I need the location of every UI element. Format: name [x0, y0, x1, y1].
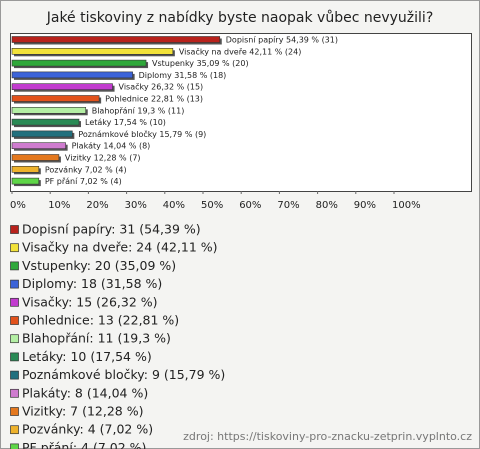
- x-tick-label: 80%: [316, 200, 338, 211]
- legend-label: PF přání: 4 (7,02 %): [22, 440, 146, 449]
- legend-label: Dopisní papíry: 31 (54,39 %): [22, 222, 201, 237]
- data-label: Pozvánky 7,02 % (4): [45, 165, 127, 174]
- bar: [11, 107, 87, 114]
- legend-label: Pohlednice: 13 (22,81 %): [22, 313, 179, 328]
- x-tick-label: 40%: [163, 200, 185, 211]
- x-tick-label: 100%: [392, 200, 421, 211]
- legend-swatch: [10, 297, 19, 307]
- bar: [11, 154, 60, 161]
- data-label: Plakáty 14,04 % (8): [72, 142, 151, 151]
- x-tick-label: 0%: [10, 200, 26, 211]
- data-label: Blahopřání 19,3 % (11): [92, 106, 185, 115]
- data-label: Letáky 17,54 % (10): [85, 118, 166, 127]
- data-label: Visačky 26,32 % (15): [119, 82, 204, 92]
- x-tick-label: 70%: [277, 200, 299, 211]
- x-tick-label: 20%: [86, 200, 108, 211]
- bar: [11, 71, 133, 79]
- legend-label: Pozvánky: 4 (7,02 %): [22, 422, 153, 437]
- x-tick-label: 30%: [125, 200, 147, 211]
- data-label: Vstupenky 35,09 % (20): [152, 59, 249, 68]
- legend-swatch: [10, 334, 19, 344]
- bar: [11, 142, 66, 149]
- legend-label: Blahopřání: 11 (19,3 %): [22, 331, 171, 346]
- data-label: Dopisní papíry 54,39 % (31): [226, 36, 338, 45]
- legend-swatch: [10, 370, 19, 380]
- legend-label: Diplomy: 18 (31,58 %): [22, 276, 162, 291]
- bar: [11, 36, 221, 43]
- bar: [11, 118, 80, 126]
- legend-label: Vizitky: 7 (12,28 %): [22, 404, 143, 419]
- legend-swatch: [10, 425, 19, 435]
- legend-label: Visačky: 15 (26,32 %): [22, 294, 158, 309]
- legend-label: Vstupenky: 20 (35,09 %): [22, 258, 176, 273]
- bar: [11, 47, 174, 55]
- chart-title: Jaké tiskoviny z nabídky byste naopak vů…: [46, 10, 434, 26]
- data-label: Diplomy 31,58 % (18): [139, 71, 227, 80]
- bar: [11, 177, 40, 185]
- data-label: Visačky na dveře 42,11 % (24): [179, 46, 301, 56]
- legend-label: Plakáty: 8 (14,04 %): [22, 385, 148, 400]
- legend-swatch: [10, 279, 19, 289]
- bar: [11, 130, 73, 138]
- legend-label: Letáky: 10 (17,54 %): [22, 349, 152, 364]
- legend-swatch: [10, 352, 19, 362]
- bar: [11, 83, 113, 90]
- data-label: Poznámkové bločky 15,79 % (9): [78, 129, 206, 139]
- legend-swatch: [10, 388, 19, 398]
- x-tick-label: 50%: [201, 200, 223, 211]
- legend-label: Poznámkové bločky: 9 (15,79 %): [22, 367, 225, 382]
- data-label: Pohlednice 22,81 % (13): [105, 95, 203, 104]
- x-tick-label: 10%: [48, 200, 70, 211]
- x-tick-label: 60%: [239, 200, 261, 211]
- data-label: PF přání 7,02 % (4): [45, 177, 122, 186]
- bar: [11, 166, 40, 173]
- x-tick-label: 90%: [354, 200, 376, 211]
- legend-label: Visačky na dveře: 24 (42,11 %): [22, 240, 218, 255]
- legend-swatch: [10, 316, 19, 325]
- data-label: Vizitky 12,28 % (7): [65, 154, 141, 163]
- source: zdroj: https://tiskoviny-pro-znacku-zetp…: [183, 430, 472, 443]
- legend-swatch: [10, 407, 19, 416]
- legend-swatch: [10, 443, 19, 449]
- legend-swatch: [10, 243, 19, 253]
- legend-swatch: [10, 261, 19, 271]
- legend-swatch: [10, 225, 19, 234]
- bar: [11, 95, 100, 102]
- bar: [11, 59, 147, 67]
